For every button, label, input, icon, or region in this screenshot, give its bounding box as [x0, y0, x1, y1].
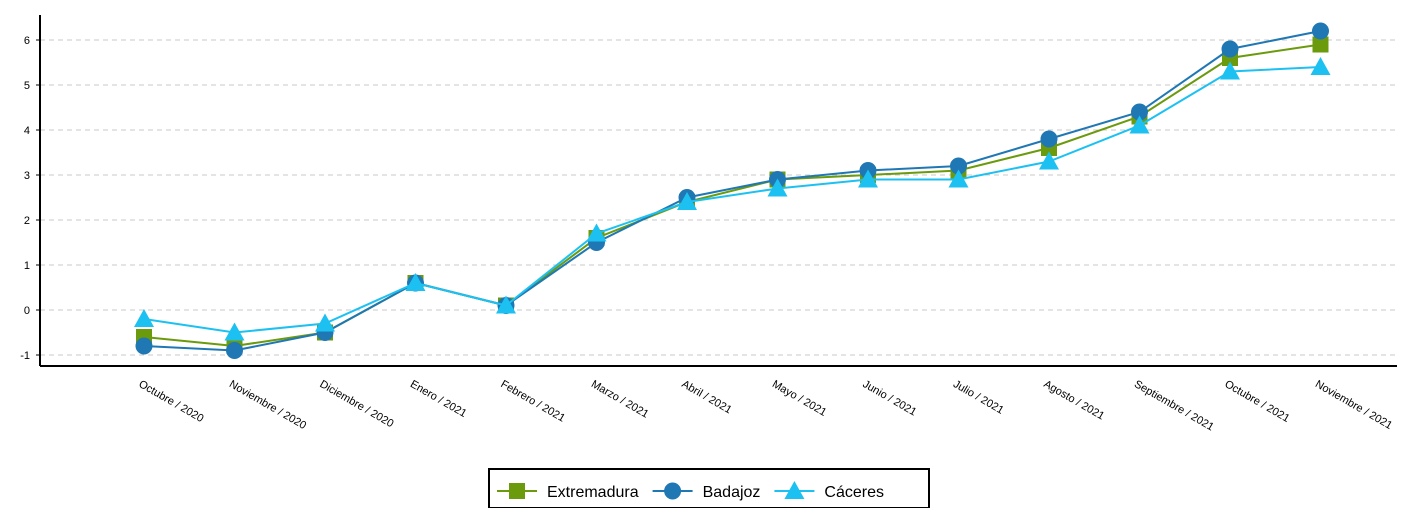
x-tick-label: Diciembre / 2020	[318, 378, 396, 430]
legend-label: Extremadura	[547, 484, 639, 501]
legend: Extremadura Badajoz Cáceres	[488, 468, 930, 508]
gridlines	[40, 39, 1397, 356]
y-tick-label: 2	[24, 215, 30, 227]
data-point	[405, 273, 426, 291]
y-tick-label: 6	[24, 35, 30, 47]
legend-box	[488, 468, 930, 508]
axes	[39, 15, 1397, 367]
y-tick-label: 3	[24, 170, 30, 182]
data-point	[1312, 22, 1329, 40]
data-point	[315, 313, 335, 332]
series-group	[134, 22, 1331, 359]
data-point	[948, 169, 969, 188]
data-point	[1220, 61, 1240, 80]
series-line	[143, 30, 1321, 352]
data-point	[1040, 130, 1058, 148]
y-tick-label: 5	[24, 80, 30, 92]
y-tick-label: 0	[24, 305, 30, 317]
legend-item-extremadura[interactable]: Extremadura	[497, 483, 639, 501]
x-tick-label: Enero / 2021	[408, 378, 469, 420]
data-point	[226, 342, 243, 359]
legend-label: Cáceres	[824, 484, 884, 501]
x-tick-label: Agosto / 2021	[1042, 378, 1107, 422]
x-tick-label: Septiembre / 2021	[1132, 378, 1216, 433]
x-tick-label: Mayo / 2021	[770, 378, 828, 419]
legend-marker	[509, 483, 525, 499]
x-tick-label: Abril / 2021	[680, 378, 734, 416]
data-point	[586, 223, 607, 242]
y-tick-label: 4	[24, 125, 30, 137]
x-tick-label: Noviembre / 2021	[1313, 378, 1394, 432]
data-point	[1310, 57, 1331, 75]
data-point	[677, 192, 697, 210]
data-point	[134, 309, 154, 327]
y-tick-label: 1	[24, 260, 30, 272]
legend-marker	[784, 481, 805, 499]
x-tick-label: Febrero / 2021	[499, 378, 567, 424]
series-line	[143, 66, 1321, 334]
data-point	[858, 169, 878, 188]
data-point	[1131, 103, 1148, 121]
series-c-ceres	[134, 57, 1331, 341]
data-point	[767, 178, 788, 197]
x-tick-label: Noviembre / 2020	[227, 378, 308, 432]
data-point	[1129, 115, 1150, 134]
data-point	[1039, 151, 1059, 170]
legend-item-c-ceres[interactable]: Cáceres	[774, 481, 884, 501]
x-tick-label: Octubre / 2020	[137, 378, 206, 425]
data-point	[496, 295, 516, 314]
x-axis-ticks: Octubre / 2020 Noviembre / 2020 Diciembre …	[137, 378, 1395, 433]
x-tick-label: Octubre / 2021	[1223, 378, 1292, 425]
legend-marker	[664, 482, 682, 500]
data-point	[135, 337, 153, 355]
y-axis-ticks: -1 0 1 2 3 4 5 6	[20, 35, 40, 362]
data-point	[950, 157, 967, 175]
x-tick-label: Marzo / 2021	[589, 378, 651, 420]
y-tick-label: -1	[20, 350, 30, 362]
legend-label: Badajoz	[703, 484, 761, 501]
data-point	[224, 322, 245, 341]
data-point	[1312, 36, 1329, 53]
x-tick-label: Julio / 2021	[951, 378, 1006, 417]
data-point	[1221, 40, 1239, 58]
x-tick-label: Junio / 2021	[861, 378, 919, 418]
legend-item-badajoz[interactable]: Badajoz	[652, 482, 761, 502]
